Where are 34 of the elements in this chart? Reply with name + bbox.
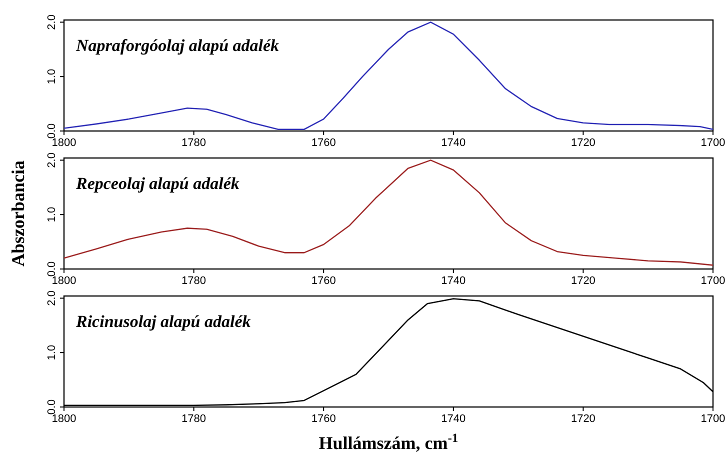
- x-tick-label: 1760: [311, 137, 336, 149]
- x-tick-label: 1720: [570, 413, 596, 425]
- x-tick-label: 1700: [700, 137, 726, 149]
- y-tick-label: 1.0: [46, 68, 58, 84]
- annotation: Napraforgóolaj alapú adalék: [75, 36, 280, 55]
- annotation: Ricinusolaj alapú adalék: [75, 312, 252, 331]
- x-tick-label: 1760: [311, 275, 336, 287]
- x-tick-label: 1740: [441, 413, 466, 425]
- x-tick-label: 1800: [52, 413, 76, 425]
- x-tick-label: 1740: [441, 137, 466, 149]
- line-series: [63, 22, 714, 130]
- y-tick-label: 0.0: [46, 261, 58, 277]
- x-axis-title: Hullámszám, cm$^{-1}$: [318, 431, 458, 453]
- y-tick-label: 2.0: [46, 152, 58, 168]
- x-tick-label: 1760: [311, 413, 336, 425]
- x-tick-label: 1780: [182, 413, 206, 425]
- y-tick-label: 1.0: [46, 344, 58, 360]
- x-tick-label: 1700: [700, 413, 726, 425]
- y-tick-label: 0.0: [46, 399, 58, 415]
- y-tick-label: 0.0: [46, 123, 58, 139]
- y-axis-title: Abszorbancia: [8, 160, 28, 267]
- y-tick-label: 2.0: [46, 14, 58, 30]
- x-tick-label: 1780: [182, 275, 206, 287]
- x-tick-label: 1700: [700, 275, 726, 287]
- y-tick-label: 1.0: [46, 206, 58, 222]
- x-tick-label: 1720: [570, 275, 596, 287]
- y-tick-label: 2.0: [46, 290, 58, 306]
- x-tick-label: 1740: [441, 275, 466, 287]
- x-tick-label: 1720: [570, 137, 596, 149]
- x-tick-label: 1780: [182, 137, 206, 149]
- x-tick-label: 1800: [52, 137, 76, 149]
- line-series: [63, 160, 714, 266]
- x-tick-label: 1800: [52, 275, 76, 287]
- annotation: Repceolaj alapú adalék: [75, 174, 240, 193]
